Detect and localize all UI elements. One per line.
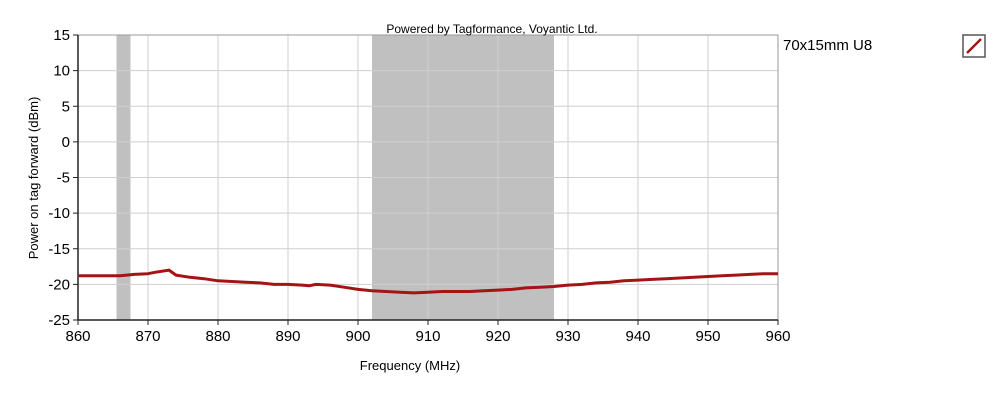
x-tick-label: 860: [65, 328, 90, 345]
legend: 70x15mm U8: [783, 34, 986, 58]
y-axis: 15 10 5 0 -5 -10 -15 -20 -25: [48, 27, 78, 329]
legend-entry-label: 70x15mm U8: [783, 37, 872, 54]
y-tick-label: -25: [48, 312, 70, 329]
x-axis-title: Frequency (MHz): [360, 358, 460, 373]
y-tick-label: -10: [48, 205, 70, 222]
x-tick-label: 930: [555, 328, 580, 345]
legend-swatch-line: [966, 38, 982, 54]
grid: [78, 35, 778, 320]
x-tick-label: 940: [625, 328, 650, 345]
x-tick-label: 920: [485, 328, 510, 345]
x-tick-label: 910: [415, 328, 440, 345]
x-tick-label: 960: [765, 328, 790, 345]
y-tick-label: 0: [62, 134, 70, 151]
credit-text: Powered by Tagformance, Voyantic Ltd.: [386, 22, 597, 36]
y-tick-label: 15: [53, 27, 70, 44]
x-tick-label: 950: [695, 328, 720, 345]
y-tick-label: -20: [48, 276, 70, 293]
y-tick-label: -5: [57, 170, 70, 187]
y-axis-title: Power on tag forward (dBm): [26, 97, 41, 260]
y-tick-label: 5: [62, 98, 70, 115]
x-axis: 860 870 880 890 900 910 920 930 940 950 960: [65, 320, 791, 345]
x-tick-label: 900: [345, 328, 370, 345]
x-tick-label: 890: [275, 328, 300, 345]
y-tick-label: 10: [53, 63, 70, 80]
series-group: [78, 268, 778, 295]
x-tick-label: 880: [205, 328, 230, 345]
x-tick-label: 870: [135, 328, 160, 345]
y-tick-label: -15: [48, 241, 70, 258]
series-line-0: [78, 268, 778, 295]
